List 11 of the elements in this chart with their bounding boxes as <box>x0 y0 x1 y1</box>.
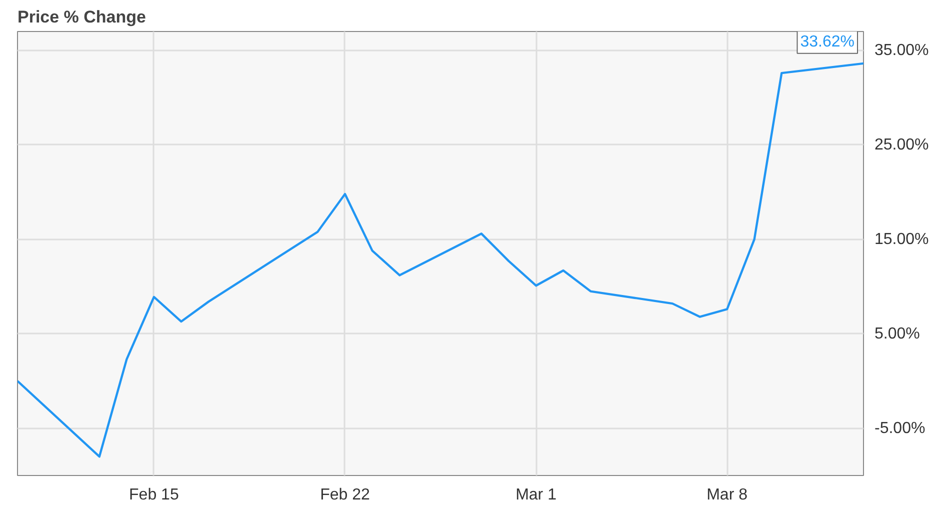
y-tick-label: 35.00% <box>874 42 929 59</box>
y-tick-label: 5.00% <box>874 325 920 342</box>
y-tick-label: 15.00% <box>874 230 929 248</box>
data-label: 33.62% <box>800 33 854 50</box>
y-tick-label: 25.00% <box>874 136 929 154</box>
x-tick-label: Feb 15 <box>129 486 179 504</box>
chart-title: Price % Change <box>18 8 146 26</box>
y-tick-label: -5.00% <box>874 420 926 437</box>
x-tick-label: Mar 8 <box>706 486 748 504</box>
x-tick-label: Mar 1 <box>516 486 557 504</box>
x-tick-label: Feb 22 <box>320 486 370 504</box>
